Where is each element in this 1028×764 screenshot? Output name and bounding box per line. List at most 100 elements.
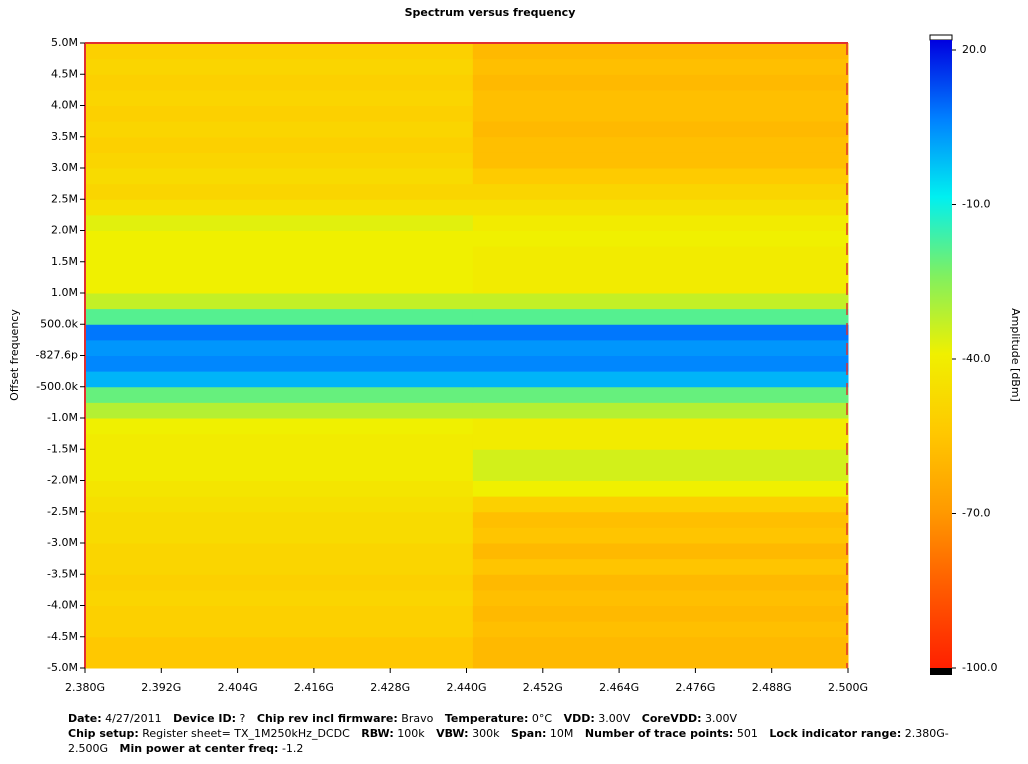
y-axis-label: Offset frequency <box>8 309 21 401</box>
y-tick-label: -3.0M <box>47 536 78 549</box>
heat-cell <box>472 480 849 497</box>
footer-item: Device ID: ? <box>173 712 245 725</box>
heat-cell <box>85 89 474 106</box>
y-tick-label: 2.0M <box>51 224 78 237</box>
heat-cell <box>85 246 474 263</box>
heat-cell <box>472 324 849 341</box>
footer-item: Chip setup: Register sheet= TX_1M250kHz_… <box>68 727 350 740</box>
footer-item: Span: 10M <box>511 727 573 740</box>
heat-cell <box>85 308 474 325</box>
footer-value: 0°C <box>531 712 553 725</box>
heat-cell <box>85 277 474 294</box>
y-tick-label: -4.0M <box>47 599 78 612</box>
footer-label: Min power at center freq: <box>119 742 279 755</box>
footer-item: Date: 4/27/2011 <box>68 712 162 725</box>
footer-label: Chip rev incl firmware: <box>256 712 398 725</box>
colorbar-label: Amplitude [dBm] <box>1009 308 1022 402</box>
footer-label: Span: <box>510 727 547 740</box>
heat-cell <box>85 418 474 435</box>
y-tick-label: 1.0M <box>51 286 78 299</box>
x-tick-label: 2.500G <box>828 681 868 694</box>
x-tick-label: 2.428G <box>370 681 410 694</box>
footer-label: RBW: <box>361 727 394 740</box>
heat-cell <box>472 58 849 75</box>
x-tick-label: 2.380G <box>65 681 105 694</box>
heat-cell <box>85 121 474 138</box>
heat-cell <box>472 355 849 372</box>
heat-cell <box>85 214 474 231</box>
heat-cell <box>472 496 849 513</box>
x-tick-label: 2.392G <box>141 681 181 694</box>
footer-label: Chip setup: <box>68 727 139 740</box>
heat-cell <box>85 402 474 419</box>
y-tick-label: -500.0k <box>36 380 78 393</box>
heat-cell <box>472 293 849 310</box>
y-tick-label: 3.5M <box>51 130 78 143</box>
footer-item: Temperature: 0°C <box>445 712 552 725</box>
heat-cell <box>472 371 849 388</box>
heat-cell <box>85 543 474 560</box>
footer-value: 300k <box>472 727 500 740</box>
heat-cell <box>472 168 849 185</box>
footer-label: Date: <box>68 712 102 725</box>
chart: Spectrum versus frequency Offset frequen… <box>8 6 1022 694</box>
y-tick-label: 1.5M <box>51 255 78 268</box>
footer: Date: 4/27/2011 Device ID: ? Chip rev in… <box>68 711 968 756</box>
footer-value: Register sheet= TX_1M250kHz_DCDC <box>142 727 350 740</box>
heat-cell <box>85 433 474 450</box>
y-tick-label: -2.0M <box>47 474 78 487</box>
y-tick-label: -2.5M <box>47 505 78 518</box>
footer-line: Chip setup: Register sheet= TX_1M250kHz_… <box>68 726 968 756</box>
y-tick-label: -827.6p <box>36 349 78 362</box>
heat-cell <box>472 464 849 481</box>
footer-value: ? <box>239 712 246 725</box>
y-tick-label: -4.5M <box>47 630 78 643</box>
colorbar-tick-label: -100.0 <box>962 661 997 674</box>
heat-cell <box>85 230 474 247</box>
heat-cell <box>472 136 849 153</box>
footer-label: Lock indicator range: <box>769 727 902 740</box>
heat-cell <box>472 199 849 216</box>
heat-cell <box>472 449 849 466</box>
heat-cell <box>85 136 474 153</box>
footer-value: Bravo <box>401 712 434 725</box>
heat-cell <box>85 168 474 185</box>
colorbar-tick-label: -70.0 <box>962 507 990 520</box>
heat-cell <box>472 558 849 575</box>
x-tick-label: 2.440G <box>446 681 486 694</box>
heat-cell <box>85 464 474 481</box>
footer-label: Number of trace points: <box>584 727 734 740</box>
heat-cell <box>472 89 849 106</box>
footer-label: CoreVDD: <box>641 712 702 725</box>
footer-item: CoreVDD: 3.00V <box>642 712 737 725</box>
heat-cell <box>472 589 849 606</box>
x-tick-label: 2.464G <box>599 681 639 694</box>
colorbar-tick-label: -40.0 <box>962 352 990 365</box>
heat-cell <box>472 574 849 591</box>
heat-cell <box>472 261 849 278</box>
colorbar <box>930 40 952 668</box>
heat-cell <box>472 230 849 247</box>
colorbar-under <box>930 668 952 675</box>
heat-cell <box>472 636 849 653</box>
heat-cell <box>85 605 474 622</box>
y-tick-label: 4.5M <box>51 67 78 80</box>
heat-cell <box>472 543 849 560</box>
heat-cell <box>85 58 474 75</box>
footer-value: -1.2 <box>281 742 304 755</box>
heat-cell <box>472 183 849 200</box>
heat-cell <box>472 74 849 91</box>
heat-cell <box>85 636 474 653</box>
heat-cell <box>472 105 849 122</box>
heat-cell <box>85 293 474 310</box>
heat-cell <box>85 152 474 169</box>
footer-item: VDD: 3.00V <box>564 712 631 725</box>
colorbar-tick-label: 20.0 <box>962 43 987 56</box>
chart-title: Spectrum versus frequency <box>405 6 576 19</box>
heat-cell <box>472 152 849 169</box>
footer-item: VBW: 300k <box>436 727 499 740</box>
heat-cell <box>472 433 849 450</box>
y-tick-label: 3.0M <box>51 161 78 174</box>
y-tick-label: -1.0M <box>47 411 78 424</box>
y-tick-label: -3.5M <box>47 567 78 580</box>
